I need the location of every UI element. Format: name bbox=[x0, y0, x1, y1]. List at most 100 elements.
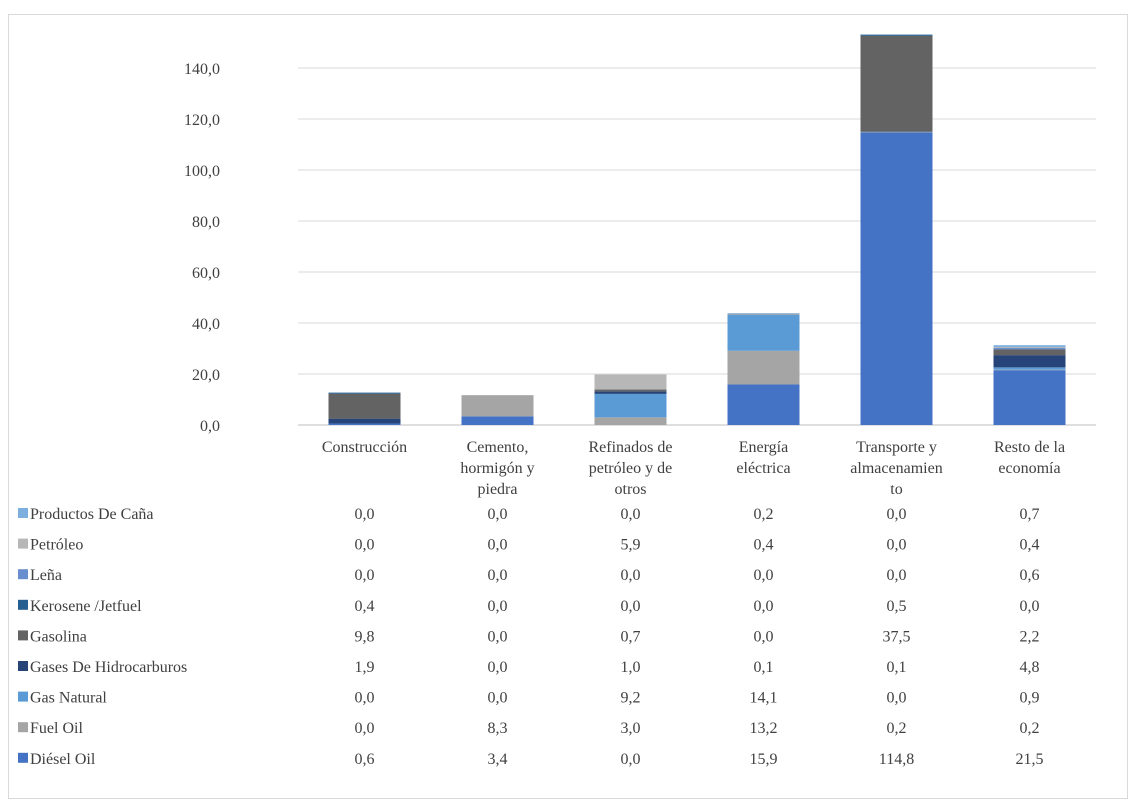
data-table-cell: 0,0 bbox=[488, 537, 508, 554]
bar-segment-productos-de-ca-a bbox=[727, 313, 800, 314]
data-table-cell: 4,8 bbox=[1020, 659, 1040, 676]
bar-segment-gasolina bbox=[860, 35, 933, 132]
y-tick-label: 40,0 bbox=[192, 316, 220, 333]
data-table-cell: 5,9 bbox=[621, 537, 641, 554]
data-table-cell: 0,1 bbox=[887, 659, 907, 676]
data-table-cell: 15,9 bbox=[750, 751, 778, 768]
data-table-cell: 0,0 bbox=[355, 506, 375, 523]
category-label: eléctrica bbox=[736, 460, 790, 477]
data-table-cell: 3,4 bbox=[488, 751, 508, 768]
data-table-cell: 114,8 bbox=[879, 751, 914, 768]
category-label: almacenamien bbox=[850, 460, 942, 477]
bar-segment-le-a bbox=[993, 347, 1066, 350]
bar-segment-gasolina bbox=[328, 393, 401, 419]
legend-swatch bbox=[18, 722, 28, 733]
data-table-cell: 0,0 bbox=[887, 537, 907, 554]
data-table-cell: 0,0 bbox=[621, 567, 641, 584]
bar-segment-gases-de-hidrocarburos bbox=[328, 418, 401, 424]
y-tick-label: 120,0 bbox=[184, 112, 220, 129]
data-table-cell: 1,9 bbox=[355, 659, 375, 676]
legend-label: Gasolina bbox=[30, 628, 87, 645]
data-table-cell: 0,6 bbox=[355, 751, 375, 768]
bar-segment-fuel-oil bbox=[594, 417, 667, 425]
data-table-cell: 13,2 bbox=[750, 720, 778, 737]
bar-segment-kerosene-jetfuel bbox=[860, 34, 933, 36]
category-label: Transporte y bbox=[856, 439, 937, 456]
bar-segment-productos-de-ca-a bbox=[993, 345, 1066, 347]
data-table-cell: 0,0 bbox=[621, 751, 641, 768]
data-table-cell: 0,0 bbox=[355, 537, 375, 554]
data-table-cell: 3,0 bbox=[621, 720, 641, 737]
legend-swatch bbox=[18, 599, 28, 610]
legend-swatch bbox=[18, 630, 28, 641]
data-table-cell: 0,2 bbox=[754, 506, 774, 523]
y-tick-label: 0,0 bbox=[200, 418, 220, 435]
data-table-cell: 9,2 bbox=[621, 690, 641, 707]
bar-segment-di-sel-oil bbox=[461, 416, 534, 425]
legend-swatch bbox=[18, 569, 28, 580]
bar-segment-gas-natural bbox=[993, 367, 1066, 370]
data-table-cell: 9,8 bbox=[355, 628, 375, 645]
legend-swatch bbox=[18, 661, 28, 671]
category-label: economía bbox=[998, 460, 1060, 477]
category-label: Refinados de bbox=[589, 439, 673, 456]
bar-segment-petr-leo bbox=[594, 374, 667, 390]
data-table-cell: 0,0 bbox=[754, 598, 774, 615]
data-table-cell: 0,0 bbox=[754, 567, 774, 584]
bar-segment-kerosene-jetfuel bbox=[328, 392, 401, 394]
data-table-cell: 0,0 bbox=[754, 628, 774, 645]
legend-swatch bbox=[18, 508, 28, 518]
bar-segment-gases-de-hidrocarburos bbox=[594, 391, 667, 394]
bar-segment-gas-natural bbox=[594, 393, 667, 418]
bar-segment-gas-natural bbox=[727, 314, 800, 351]
data-table-cell: 0,6 bbox=[1020, 567, 1040, 584]
legend-label: Petróleo bbox=[30, 537, 83, 554]
data-table-cell: 0,0 bbox=[887, 567, 907, 584]
data-table-cell: 0,0 bbox=[355, 567, 375, 584]
bar-segment-fuel-oil bbox=[461, 395, 534, 417]
bar-segment-gases-de-hidrocarburos bbox=[993, 355, 1066, 368]
y-tick-label: 140,0 bbox=[184, 61, 220, 78]
data-table-cell: 0,0 bbox=[887, 506, 907, 523]
legend-swatch bbox=[18, 691, 28, 702]
data-table-cell: 0,0 bbox=[488, 506, 508, 523]
legend-label: Fuel Oil bbox=[30, 720, 83, 737]
data-table-cell: 0,2 bbox=[1020, 720, 1040, 737]
bar-segment-gasolina bbox=[594, 389, 667, 392]
data-table-cell: 0,9 bbox=[1020, 690, 1040, 707]
legend-label: Leña bbox=[30, 567, 62, 584]
bar-segment-gasolina bbox=[993, 349, 1066, 356]
bar-segment-fuel-oil bbox=[860, 131, 933, 133]
data-table-cell: 0,0 bbox=[488, 598, 508, 615]
legend-label: Gas Natural bbox=[30, 690, 107, 707]
data-table-cell: 21,5 bbox=[1016, 751, 1044, 768]
data-table-cell: 0,5 bbox=[887, 598, 907, 615]
bar-segment-fuel-oil bbox=[993, 369, 1066, 371]
category-label: to bbox=[890, 481, 902, 498]
legend-swatch bbox=[18, 538, 28, 549]
bar-segment-petr-leo bbox=[993, 346, 1066, 348]
bar-segment-di-sel-oil bbox=[860, 132, 933, 425]
data-table-cell: 0,4 bbox=[1020, 537, 1040, 554]
data-table-cell: 37,5 bbox=[883, 628, 911, 645]
data-table-cell: 0,0 bbox=[621, 506, 641, 523]
bar-segment-di-sel-oil bbox=[328, 423, 401, 425]
category-label: Construcción bbox=[322, 439, 407, 456]
data-table-cell: 0,4 bbox=[355, 598, 375, 615]
bar-segment-fuel-oil bbox=[727, 350, 800, 385]
legend-label: Productos De Caña bbox=[30, 506, 154, 523]
data-table-cell: 2,2 bbox=[1020, 628, 1040, 645]
legend-label: Gases De Hidrocarburos bbox=[30, 659, 187, 676]
legend-label: Kerosene /Jetfuel bbox=[30, 598, 142, 615]
bar-segment-di-sel-oil bbox=[727, 384, 800, 425]
data-table-cell: 0,0 bbox=[887, 690, 907, 707]
y-tick-label: 60,0 bbox=[192, 265, 220, 282]
category-label: Energía bbox=[739, 439, 788, 456]
y-tick-label: 100,0 bbox=[184, 163, 220, 180]
category-label: otros bbox=[615, 481, 647, 498]
data-table-cell: 0,0 bbox=[355, 720, 375, 737]
data-table-cell: 0,0 bbox=[621, 598, 641, 615]
data-table-cell: 8,3 bbox=[488, 720, 508, 737]
bar-segment-di-sel-oil bbox=[993, 370, 1066, 425]
